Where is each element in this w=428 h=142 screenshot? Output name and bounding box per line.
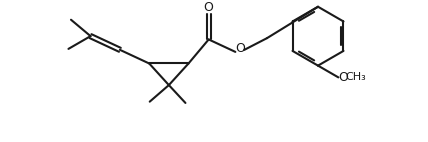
Text: O: O: [204, 1, 214, 14]
Text: O: O: [339, 71, 348, 84]
Text: CH₃: CH₃: [346, 72, 366, 82]
Text: O: O: [235, 42, 245, 55]
